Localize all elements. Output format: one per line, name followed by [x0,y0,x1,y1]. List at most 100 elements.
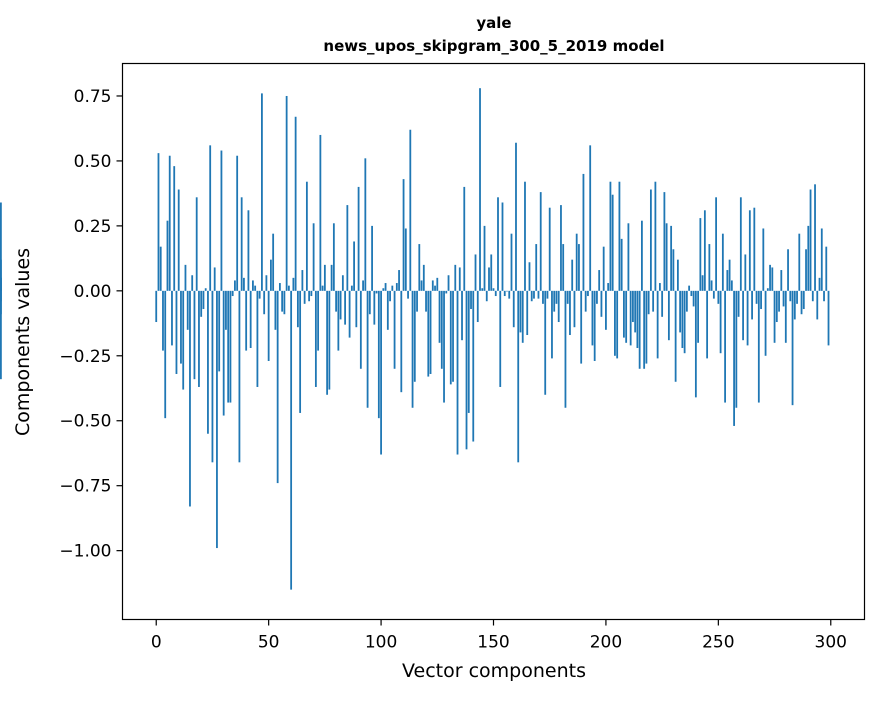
bar [198,290,200,387]
x-tick-label: 0 [151,633,162,653]
y-tick-label: 0.75 [74,87,112,107]
bar [661,290,664,317]
bar [699,218,702,291]
bar [614,290,616,356]
bar [296,290,299,328]
bar [175,290,178,374]
bar [708,244,711,291]
bar [425,290,427,312]
bar [234,280,236,291]
bar [261,93,263,291]
bar [0,290,2,380]
bar [726,270,729,291]
bar [519,290,522,333]
bar [418,244,421,291]
bar [463,186,466,291]
bar [166,220,169,291]
bar [643,290,646,369]
bar [299,290,302,413]
bar [596,290,598,304]
bar [593,290,596,361]
bar [719,290,722,354]
bar [762,228,765,291]
bar [632,290,634,323]
bar [391,285,394,291]
bar [256,290,259,387]
y-tick-label: 0.25 [74,217,112,237]
bar [162,290,164,351]
bar [168,155,171,291]
bar [404,228,407,291]
bar [530,290,533,302]
bar [364,158,367,291]
bar [384,283,387,291]
bar [780,270,783,291]
bar [805,249,807,291]
bar [171,290,173,346]
bar [416,290,418,312]
bar [184,264,187,291]
bar [319,134,322,291]
bar [263,290,266,315]
bar [724,290,726,403]
bar [771,267,774,291]
bars-group [0,88,830,590]
bar [521,290,524,343]
bar [270,259,272,291]
x-tick-label: 150 [477,633,509,653]
x-axis-ticks: 0 50 100 150 200 250 300 [151,619,847,653]
bar [818,277,821,291]
y-tick-label: −0.25 [59,347,111,367]
bar [317,290,320,351]
bar [164,290,167,419]
bar [809,189,812,291]
bar [470,290,472,310]
bar [546,290,549,299]
bar [445,290,448,294]
bar [272,233,275,291]
bar [764,290,767,356]
bar [679,290,682,333]
bar [440,290,443,369]
bar [204,288,207,291]
y-tick-label: 0.50 [74,152,112,172]
bar [598,270,601,291]
bar [814,184,816,291]
bar [447,275,450,291]
x-tick-label: 100 [365,633,397,653]
bar [303,290,306,304]
bar [647,290,650,315]
bar [638,290,641,369]
bar [789,290,792,302]
bar [422,264,425,291]
bar [371,225,373,291]
bar [366,290,369,408]
bar [458,267,461,291]
bar [243,277,245,291]
bar [209,145,212,291]
x-tick-label: 250 [702,633,734,653]
plot-frame [121,62,866,621]
bar [348,290,351,338]
bar [616,290,619,359]
bar [802,290,805,310]
y-tick-label: −1.00 [59,542,111,562]
bar [605,290,607,330]
bar [362,280,364,291]
bar [359,290,362,369]
bar [368,290,371,315]
bar [591,290,594,346]
bar [407,290,409,299]
bar [283,290,286,315]
bar [587,290,589,297]
bar [481,288,484,291]
bar [816,290,819,320]
bar [497,197,499,291]
bar [200,290,203,317]
bar [607,283,610,291]
bar [791,290,794,406]
bar [377,290,380,419]
bar [238,290,241,463]
bar [652,290,655,312]
bar [0,290,2,315]
